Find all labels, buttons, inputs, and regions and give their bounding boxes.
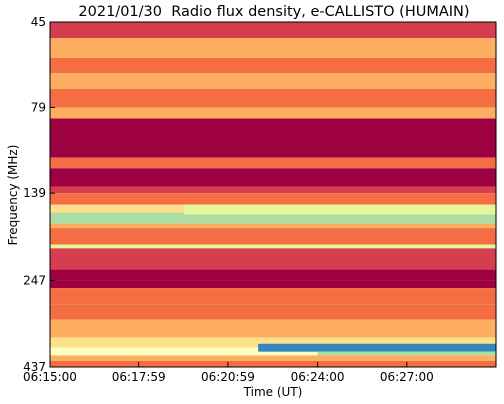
band-row [50,269,496,281]
y-tick-label: 139 [23,186,46,200]
band-row [50,57,496,74]
band-row [50,228,496,245]
band-row [50,186,496,194]
band-row [50,37,496,58]
band-row [50,304,496,320]
band-row [50,118,496,158]
band-row [50,360,496,367]
y-tick-label: 247 [23,273,46,287]
x-tick-label: 06:24:00 [291,370,345,384]
x-tick-label: 06:15:00 [23,370,77,384]
band-row [50,319,496,338]
burst-band [258,343,496,352]
band-row [50,280,496,289]
spectrogram-heatmap [50,22,497,367]
y-axis-ticks: 45 79 139 247 437 [23,15,55,374]
x-tick-label: 06:17:59 [112,370,166,384]
y-tick-label: 45 [31,15,46,29]
x-axis-ticks: 06:15:00 06:17:59 06:20:59 06:24:00 06:27:00 [23,362,434,384]
band-row [50,244,496,249]
x-tick-label: 06:27:00 [380,370,434,384]
plot-frame [49,21,497,368]
chart-title: 2021/01/30 Radio flux density, e-CALLIST… [78,4,470,20]
band-row [50,337,496,348]
band-row [50,248,496,270]
burst-band [183,204,497,215]
y-tick-label: 437 [23,360,46,374]
burst-band [317,351,496,356]
x-tick-label: 06:20:59 [201,370,255,384]
band-row [50,73,496,90]
band-row [50,157,496,169]
y-axis-label: Frequency (MHz) [6,144,20,246]
band-row [50,89,496,108]
band-row [50,355,496,361]
band-row [50,22,496,38]
band-row [50,193,496,205]
band-row [50,288,496,305]
y-tick-label: 79 [31,100,46,114]
x-axis-label: Time (UT) [243,385,303,399]
band-row [50,107,496,119]
band-row [50,168,496,187]
burst-band [50,212,496,224]
